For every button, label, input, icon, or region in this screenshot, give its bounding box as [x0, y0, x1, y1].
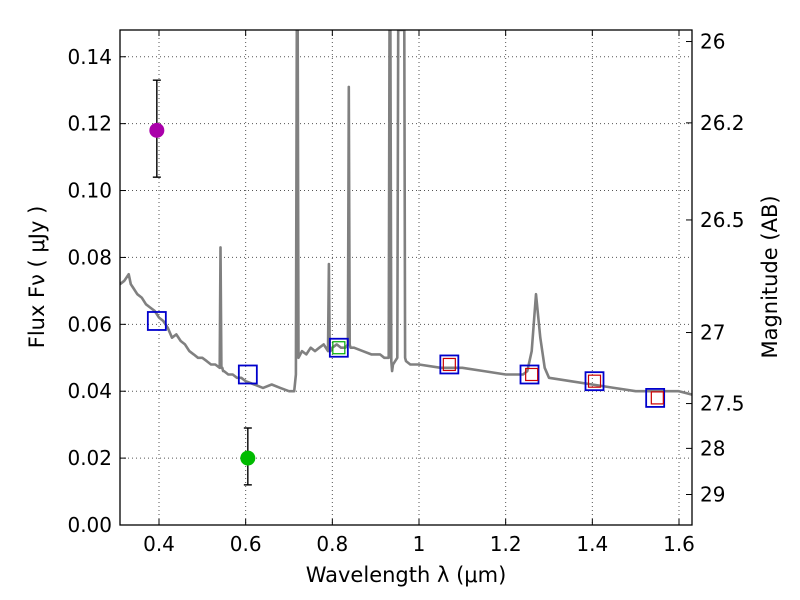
x-axis-label: Wavelength λ (μm)	[306, 563, 507, 587]
right-tick-label: 28	[700, 436, 725, 460]
model-photometry-point	[584, 371, 605, 392]
plot-frame	[119, 29, 693, 526]
right-tick-label: 26.5	[700, 208, 745, 232]
y-tick-label: 0.04	[67, 379, 112, 403]
right-tick-label: 29	[700, 482, 725, 506]
observed-photometry-point	[442, 357, 456, 372]
x-tick-label: 0.4	[143, 532, 175, 556]
y-axis-label: Flux Fν ( μJy )	[25, 206, 49, 349]
x-tick-label: 0.8	[316, 532, 348, 556]
y-tick-label: 0.06	[67, 312, 112, 336]
observed-photometry-point	[587, 374, 602, 388]
model-photometry-point	[328, 337, 349, 358]
plot-area	[120, 30, 692, 486]
right-tick-label: 26	[700, 30, 725, 54]
x-tick-label: 1	[413, 532, 426, 556]
model-photometry-point	[237, 364, 258, 385]
model-photometry-point	[146, 311, 167, 331]
y-tick-label: 0.08	[67, 245, 112, 269]
observed-photometry-point	[525, 367, 539, 382]
x-tick-label: 1.2	[490, 532, 522, 556]
right-tick-label: 27	[700, 321, 725, 345]
x-tick-label: 0.6	[230, 532, 262, 556]
y-tick-label: 0.14	[67, 45, 112, 69]
y-tick-label: 0.00	[67, 513, 112, 537]
y-tick-label: 0.12	[67, 112, 112, 136]
model-photometry-point	[439, 354, 460, 375]
y-tick-label: 0.02	[67, 446, 112, 470]
x-tick-label: 1.6	[663, 532, 695, 556]
model-photometry-point	[519, 364, 540, 385]
right-tick-label: 27.5	[700, 392, 745, 416]
ticks: 0.4 0.6 0.8 1 1.2 1.4 1.6 0.00 0.02 0.04 0.06 0.08 0…	[67, 30, 744, 556]
measurement-point	[149, 122, 165, 138]
right-axis-label: Magnitude (AB)	[758, 195, 782, 358]
measurement-point	[240, 450, 256, 466]
right-tick-label: 26.2	[700, 111, 745, 135]
observed-photometry-point	[332, 341, 346, 355]
spectrum-line	[120, 30, 692, 396]
model-photometry-point	[645, 388, 666, 408]
y-tick-label: 0.10	[67, 179, 112, 203]
observed-photometry-point	[650, 391, 664, 405]
x-tick-label: 1.4	[576, 532, 608, 556]
